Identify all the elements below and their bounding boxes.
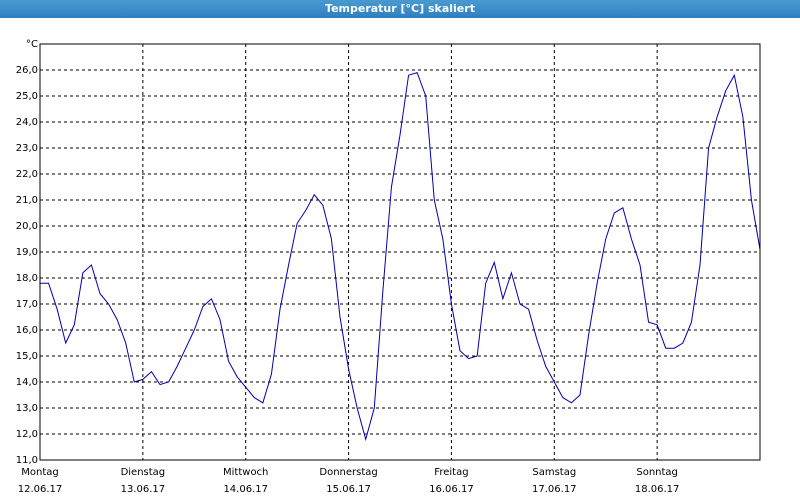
y-tick-label: 24,0	[16, 117, 38, 128]
chart: °C 11,0 12,0 13,0 14,0 15,0 16,0 17,0 18,0 19,0 2…	[16, 39, 761, 495]
x-tick-date: 14.06.17	[223, 484, 268, 495]
y-tick-label: 25,0	[16, 91, 38, 102]
x-tick-label: Donnerstag	[319, 467, 377, 478]
x-tick-label: Samstag	[532, 467, 576, 478]
y-tick-label: 23,0	[16, 143, 38, 154]
y-tick-label: 15,0	[16, 351, 38, 362]
x-tick-date: 12.06.17	[18, 484, 63, 495]
x-tick-date: 17.06.17	[532, 484, 577, 495]
y-tick-label: 14,0	[16, 377, 38, 388]
plot-border	[39, 43, 761, 461]
y-tick-label: 21,0	[16, 195, 38, 206]
x-tick-label: Mittwoch	[223, 467, 268, 478]
y-tick-label: 16,0	[16, 325, 38, 336]
y-unit: °C	[26, 39, 38, 50]
x-tick-date: 15.06.17	[326, 484, 371, 495]
y-tick-label: 11,0	[16, 455, 38, 466]
x-tick-date: 16.06.17	[429, 484, 474, 495]
y-tick-label: 20,0	[16, 221, 38, 232]
y-tick-label: 26,0	[16, 65, 38, 76]
x-tick-date: 18.06.17	[635, 484, 680, 495]
x-tick-label: Freitag	[434, 467, 468, 478]
x-tick-date: 13.06.17	[121, 484, 166, 495]
x-tick-label: Sonntag	[636, 467, 678, 478]
y-tick-label: 19,0	[16, 247, 38, 258]
y-tick-label: 18,0	[16, 273, 38, 284]
title-bar: Temperatur [°C] skaliert	[0, 0, 800, 18]
y-tick-label: 12,0	[16, 429, 38, 440]
y-tick-label: 13,0	[16, 403, 38, 414]
y-tick-label: 22,0	[16, 169, 38, 180]
y-tick-label: 17,0	[16, 299, 38, 310]
line	[40, 71, 761, 442]
x-tick-label: Montag	[21, 467, 58, 478]
x-tick-label: Dienstag	[121, 467, 166, 478]
